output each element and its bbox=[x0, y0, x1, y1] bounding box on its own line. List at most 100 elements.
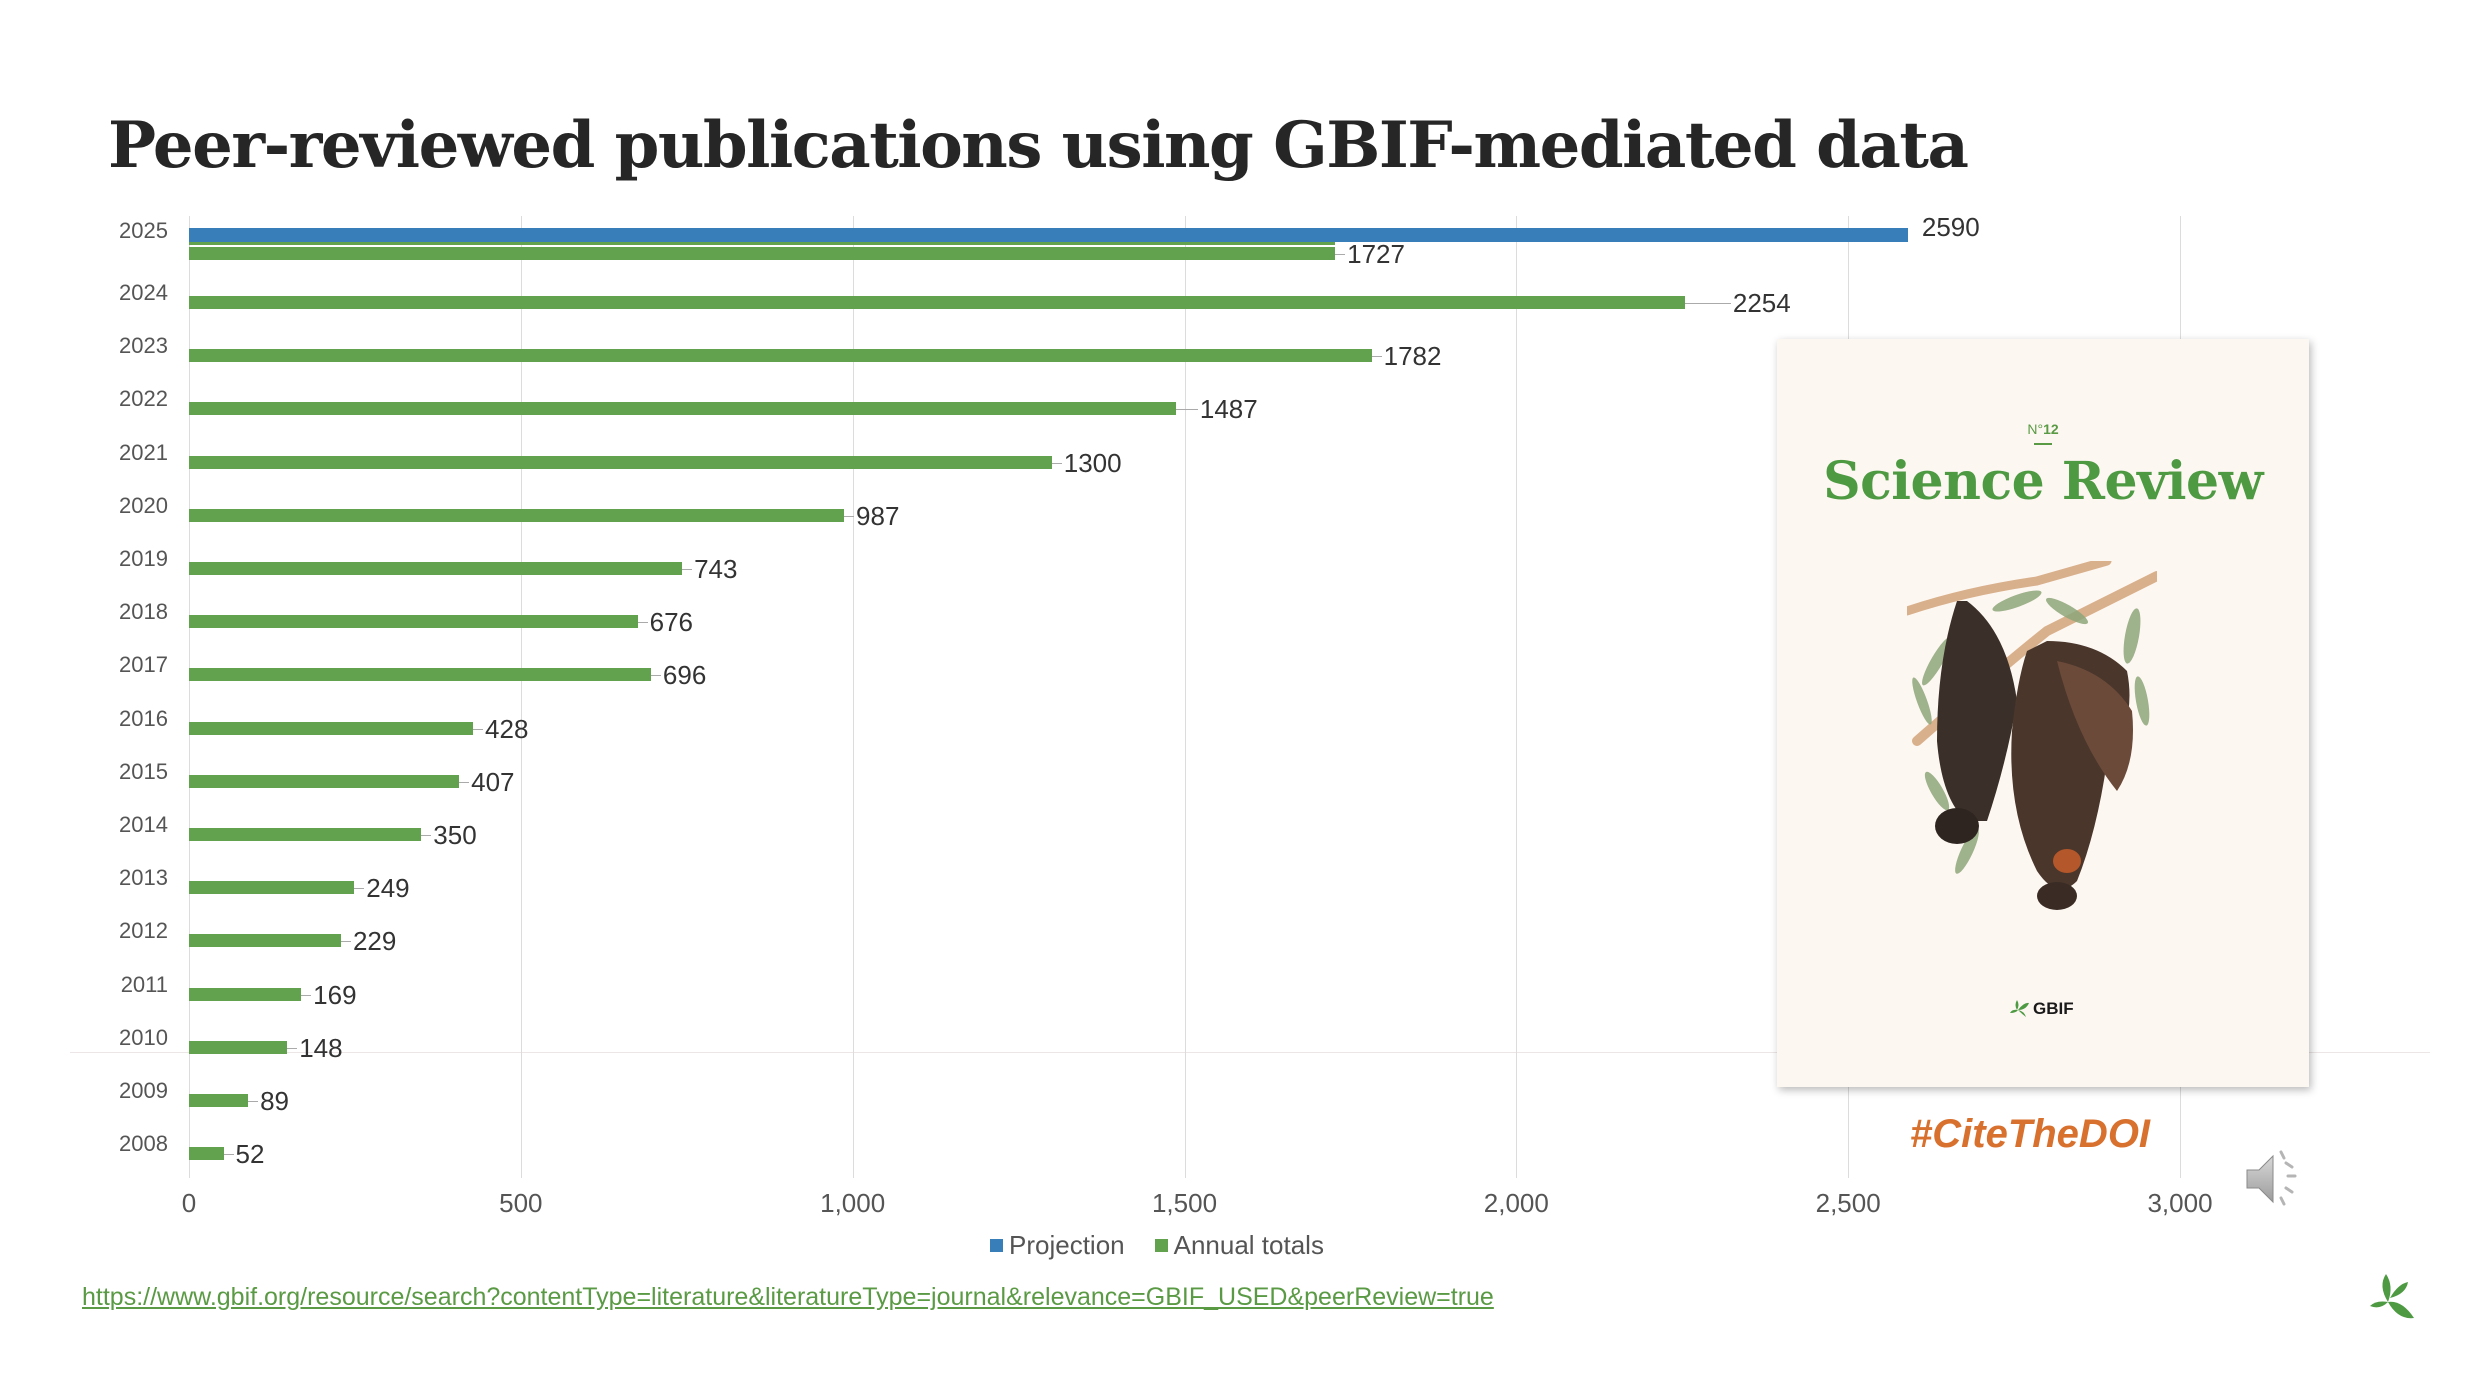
y-axis-year-label: 2014 bbox=[119, 812, 168, 837]
label-leader-line bbox=[459, 781, 470, 783]
annual-value-label: 148 bbox=[299, 1032, 343, 1063]
annual-value-label: 350 bbox=[433, 820, 477, 850]
annual-value-label: 1300 bbox=[1063, 447, 1122, 478]
label-leader-line bbox=[1371, 356, 1382, 358]
legend-label-annual: Annual totals bbox=[1173, 1230, 1324, 1260]
annual-total-bar bbox=[189, 774, 460, 788]
y-axis-year-label: 2011 bbox=[120, 971, 168, 997]
annual-total-bar bbox=[189, 562, 683, 575]
annual-value-label: 743 bbox=[694, 554, 738, 584]
legend-swatch-projection bbox=[990, 1239, 1003, 1252]
gbif-logo: GBIF bbox=[2010, 999, 2074, 1019]
legend-label-projection: Projection bbox=[1009, 1230, 1125, 1260]
gbif-leaf-icon bbox=[2010, 1000, 2029, 1017]
label-leader-line bbox=[340, 941, 351, 943]
cover-title: Science Review bbox=[1823, 451, 2263, 512]
gbif-logo-text: GBIF bbox=[2033, 999, 2074, 1018]
y-axis-year-label: 2010 bbox=[119, 1024, 168, 1050]
annual-total-bar bbox=[189, 247, 1336, 260]
legend-annual-totals: Annual totals bbox=[1154, 1230, 1324, 1261]
annual-value-label: 1782 bbox=[1383, 341, 1442, 372]
legend-swatch-annual bbox=[1154, 1239, 1168, 1252]
annual-value-label: 169 bbox=[313, 979, 357, 1010]
label-leader-line bbox=[287, 1047, 298, 1049]
y-axis-year-label: 2013 bbox=[119, 865, 168, 891]
annual-total-bar bbox=[189, 721, 474, 735]
y-axis-year-label: 2021 bbox=[119, 439, 168, 465]
annual-total-bar bbox=[189, 1147, 224, 1161]
issue-underline bbox=[2034, 443, 2052, 445]
annual-value-label: 229 bbox=[352, 926, 397, 957]
y-axis-year-label: 2015 bbox=[119, 758, 168, 784]
label-leader-line bbox=[682, 569, 693, 570]
annual-total-bar bbox=[189, 987, 302, 1001]
x-axis-tick-label: 1,000 bbox=[820, 1188, 886, 1218]
gridline bbox=[189, 216, 190, 1178]
annual-value-label: 2254 bbox=[1732, 288, 1791, 318]
annual-value-label: 52 bbox=[235, 1139, 265, 1170]
y-axis-year-label: 2022 bbox=[119, 386, 168, 412]
divider-line bbox=[70, 1052, 2430, 1053]
annual-total-bar bbox=[189, 296, 1685, 309]
gridline bbox=[852, 216, 854, 1178]
label-leader-line bbox=[844, 515, 855, 517]
annual-total-bar bbox=[189, 934, 341, 948]
annual-total-bar bbox=[189, 668, 651, 682]
bat-illustration-icon bbox=[1907, 561, 2157, 910]
annual-value-label: 89 bbox=[260, 1086, 289, 1116]
cite-the-doi-hashtag: #CiteTheDOI bbox=[1910, 1112, 2151, 1156]
chart-legend: Projection Annual totals bbox=[990, 1230, 1324, 1261]
annual-total-bar bbox=[189, 349, 1372, 363]
x-axis-tick-label: 2,500 bbox=[1815, 1188, 1881, 1218]
label-leader-line bbox=[637, 622, 648, 624]
label-leader-line bbox=[1684, 303, 1731, 304]
y-axis-year-label: 2009 bbox=[119, 1078, 168, 1103]
x-axis-tick-label: 500 bbox=[499, 1188, 543, 1218]
source-link[interactable]: https://www.gbif.org/resource/search?con… bbox=[82, 1283, 1494, 1311]
x-axis-tick-label: 3,000 bbox=[2147, 1188, 2213, 1218]
x-axis-tick-label: 1,500 bbox=[1151, 1188, 1218, 1218]
label-leader-line bbox=[248, 1101, 259, 1102]
annual-total-bar bbox=[189, 828, 422, 841]
label-leader-line bbox=[301, 994, 312, 996]
annual-value-label: 407 bbox=[471, 766, 515, 797]
label-leader-line bbox=[650, 675, 661, 677]
y-axis-year-label: 2017 bbox=[119, 652, 168, 678]
annual-total-bar bbox=[189, 402, 1176, 416]
annual-total-bar bbox=[189, 508, 845, 522]
gridline bbox=[520, 216, 522, 1178]
x-axis-tick-label: 2,000 bbox=[1483, 1188, 1549, 1218]
annual-total-bar bbox=[189, 1040, 288, 1054]
x-axis-tick-label: 0 bbox=[181, 1188, 197, 1218]
label-leader-line bbox=[421, 835, 432, 836]
legend-projection: Projection bbox=[990, 1230, 1125, 1261]
issue-number: N°12 bbox=[2027, 421, 2059, 437]
annual-value-label: 249 bbox=[366, 873, 410, 904]
y-axis-year-label: 2018 bbox=[119, 599, 168, 625]
y-axis-year-label: 2019 bbox=[119, 546, 168, 571]
annual-bar-sliver bbox=[189, 242, 1336, 245]
slide-title: Peer-reviewed publications using GBIF-me… bbox=[108, 108, 1969, 183]
label-leader-line bbox=[473, 728, 484, 730]
label-leader-line bbox=[223, 1154, 234, 1156]
y-axis-year-label: 2012 bbox=[119, 918, 168, 944]
annual-total-bar bbox=[189, 1094, 249, 1107]
label-leader-line bbox=[1175, 409, 1198, 411]
annual-value-label: 428 bbox=[485, 713, 529, 744]
annual-value-label: 1727 bbox=[1347, 239, 1405, 269]
annual-value-label: 1487 bbox=[1199, 394, 1258, 425]
annual-total-bar bbox=[189, 615, 638, 629]
label-leader-line bbox=[1335, 254, 1346, 255]
gbif-leaf-logo-icon bbox=[2370, 1274, 2414, 1319]
projection-bar bbox=[189, 228, 1908, 242]
y-axis-year-label: 2024 bbox=[119, 280, 168, 305]
y-axis-year-label: 2016 bbox=[119, 705, 168, 731]
speaker-audio-icon[interactable] bbox=[2245, 1148, 2305, 1210]
label-leader-line bbox=[354, 888, 365, 890]
y-axis-year-label: 2008 bbox=[119, 1131, 168, 1157]
annual-value-label: 676 bbox=[649, 607, 694, 638]
y-axis-year-label: 2023 bbox=[119, 333, 168, 359]
y-axis-year-label: 2025 bbox=[119, 218, 168, 243]
gridline bbox=[1184, 216, 1186, 1178]
